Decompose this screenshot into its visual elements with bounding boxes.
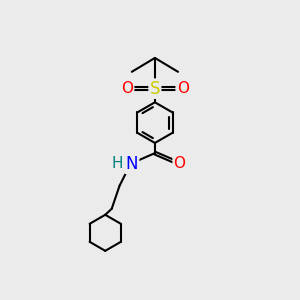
Text: H: H: [112, 156, 123, 171]
Text: N: N: [126, 155, 138, 173]
Text: O: O: [177, 81, 189, 96]
Text: O: O: [174, 156, 186, 171]
Text: O: O: [121, 81, 133, 96]
Text: S: S: [150, 80, 160, 98]
